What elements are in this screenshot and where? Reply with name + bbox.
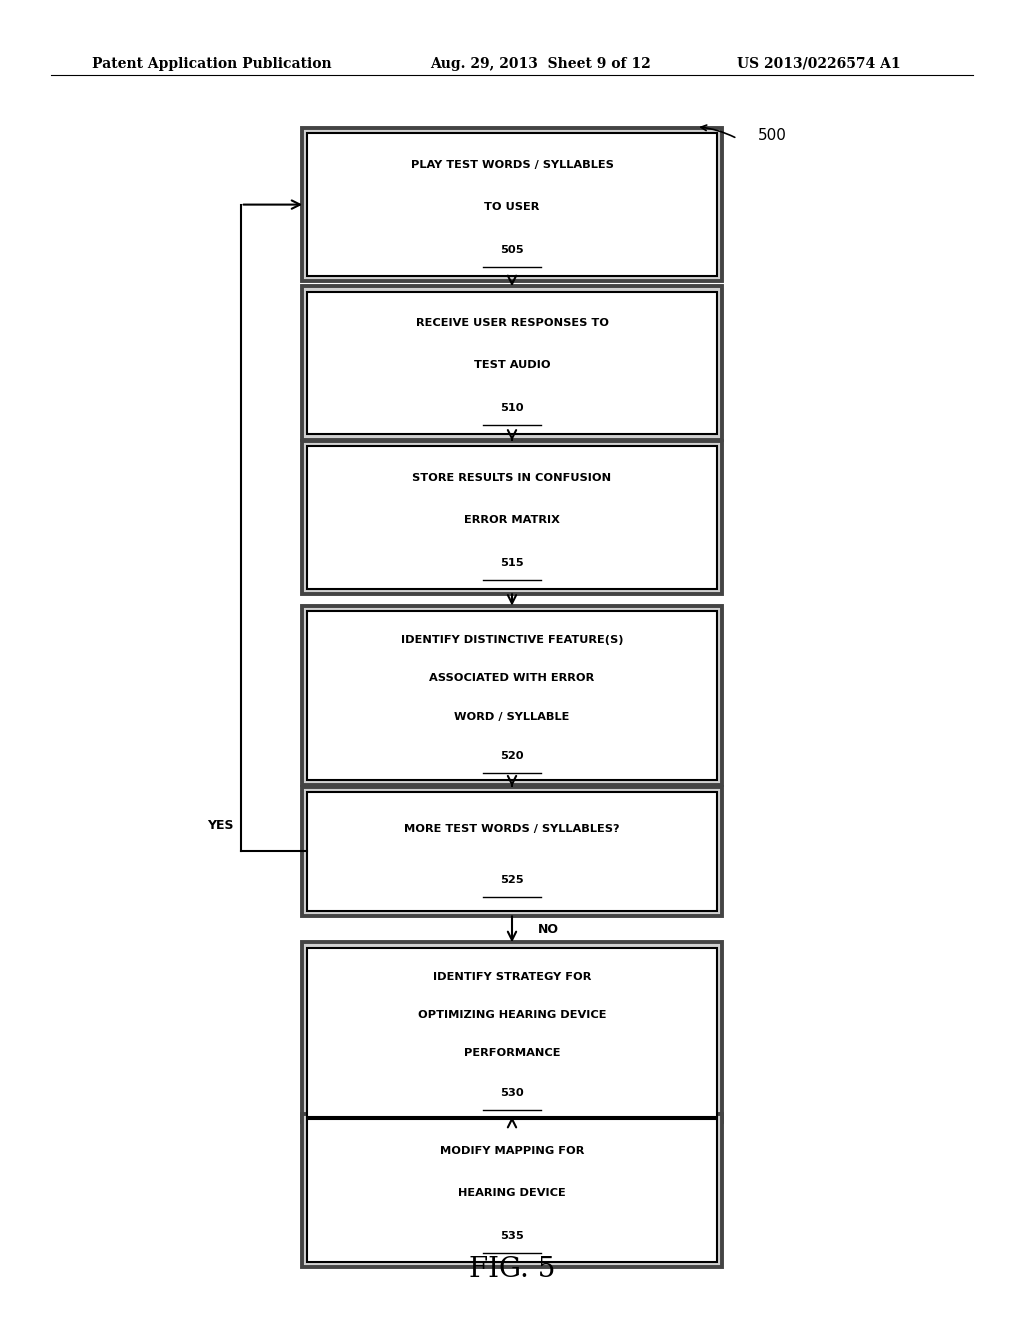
Text: OPTIMIZING HEARING DEVICE: OPTIMIZING HEARING DEVICE xyxy=(418,1010,606,1020)
Text: Patent Application Publication: Patent Application Publication xyxy=(92,57,332,71)
Text: MORE TEST WORDS / SYLLABLES?: MORE TEST WORDS / SYLLABLES? xyxy=(404,824,620,834)
FancyBboxPatch shape xyxy=(307,1119,717,1262)
Text: YES: YES xyxy=(207,818,233,832)
Text: IDENTIFY STRATEGY FOR: IDENTIFY STRATEGY FOR xyxy=(433,972,591,982)
Text: WORD / SYLLABLE: WORD / SYLLABLE xyxy=(455,711,569,722)
Text: TEST AUDIO: TEST AUDIO xyxy=(474,360,550,370)
Text: ASSOCIATED WITH ERROR: ASSOCIATED WITH ERROR xyxy=(429,673,595,684)
FancyBboxPatch shape xyxy=(307,133,717,276)
Text: 520: 520 xyxy=(500,751,524,762)
FancyBboxPatch shape xyxy=(302,942,722,1122)
FancyBboxPatch shape xyxy=(307,948,717,1117)
Text: PERFORMANCE: PERFORMANCE xyxy=(464,1048,560,1059)
Text: Aug. 29, 2013  Sheet 9 of 12: Aug. 29, 2013 Sheet 9 of 12 xyxy=(430,57,651,71)
Text: STORE RESULTS IN CONFUSION: STORE RESULTS IN CONFUSION xyxy=(413,473,611,483)
FancyBboxPatch shape xyxy=(302,286,722,440)
Text: 515: 515 xyxy=(500,558,524,568)
FancyBboxPatch shape xyxy=(307,611,717,780)
FancyBboxPatch shape xyxy=(307,792,717,911)
Text: 525: 525 xyxy=(500,875,524,886)
Text: MODIFY MAPPING FOR: MODIFY MAPPING FOR xyxy=(440,1146,584,1156)
FancyBboxPatch shape xyxy=(302,441,722,594)
Text: TO USER: TO USER xyxy=(484,202,540,211)
Text: 510: 510 xyxy=(500,404,524,413)
FancyBboxPatch shape xyxy=(307,446,717,589)
FancyBboxPatch shape xyxy=(302,606,722,785)
Text: PLAY TEST WORDS / SYLLABLES: PLAY TEST WORDS / SYLLABLES xyxy=(411,160,613,170)
Text: 500: 500 xyxy=(758,128,786,144)
Text: RECEIVE USER RESPONSES TO: RECEIVE USER RESPONSES TO xyxy=(416,318,608,329)
Text: 505: 505 xyxy=(500,246,524,255)
Text: NO: NO xyxy=(538,923,559,936)
FancyBboxPatch shape xyxy=(307,292,717,434)
FancyBboxPatch shape xyxy=(302,1114,722,1267)
Text: IDENTIFY DISTINCTIVE FEATURE(S): IDENTIFY DISTINCTIVE FEATURE(S) xyxy=(400,635,624,645)
Text: 530: 530 xyxy=(500,1088,524,1098)
Text: US 2013/0226574 A1: US 2013/0226574 A1 xyxy=(737,57,901,71)
Text: 535: 535 xyxy=(500,1232,524,1241)
Text: HEARING DEVICE: HEARING DEVICE xyxy=(458,1188,566,1197)
Text: FIG. 5: FIG. 5 xyxy=(469,1257,555,1283)
FancyBboxPatch shape xyxy=(302,128,722,281)
FancyBboxPatch shape xyxy=(302,787,722,916)
Text: ERROR MATRIX: ERROR MATRIX xyxy=(464,515,560,524)
